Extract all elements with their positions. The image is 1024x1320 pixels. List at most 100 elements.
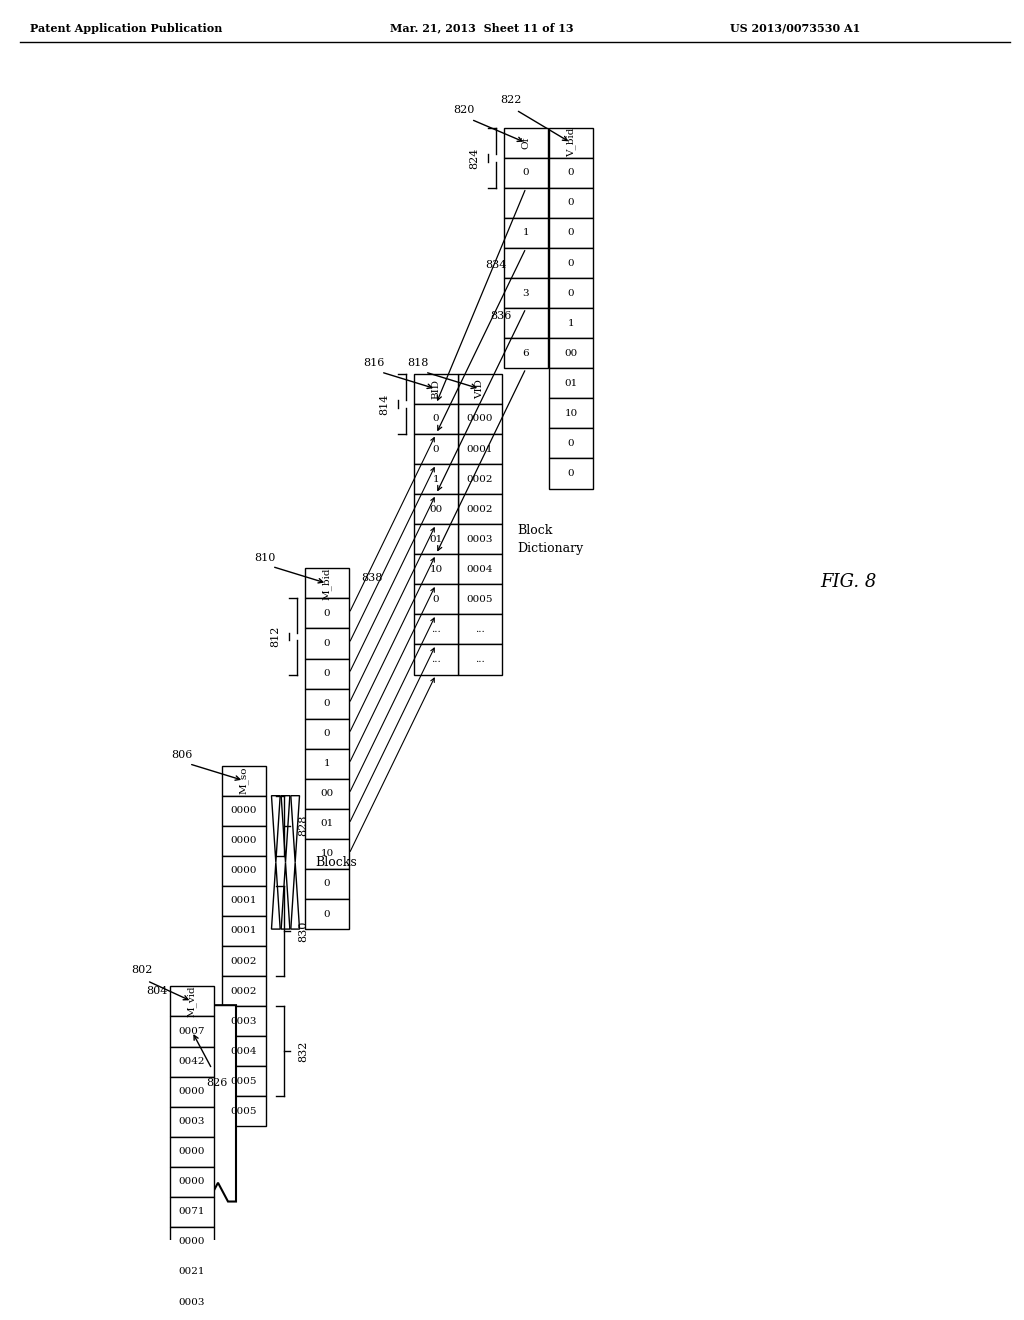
Bar <box>458 614 502 644</box>
Text: VID: VID <box>475 379 484 399</box>
Text: 0: 0 <box>567 469 574 478</box>
Bar <box>222 916 266 946</box>
Text: 0002: 0002 <box>230 957 257 965</box>
Bar <box>458 585 502 614</box>
Text: 00: 00 <box>564 348 578 358</box>
Text: 0005: 0005 <box>467 595 494 603</box>
Text: 0000: 0000 <box>230 837 257 845</box>
Bar <box>222 946 266 975</box>
Text: 0000: 0000 <box>179 1147 205 1156</box>
Bar <box>504 248 548 279</box>
Bar <box>414 465 458 494</box>
Bar <box>170 1197 214 1226</box>
Bar <box>222 975 266 1006</box>
Text: 812: 812 <box>270 626 280 647</box>
Text: Patent Application Publication: Patent Application Publication <box>30 22 222 34</box>
Bar <box>504 128 548 158</box>
Text: 0: 0 <box>324 909 331 919</box>
Bar <box>458 644 502 675</box>
Bar <box>305 869 349 899</box>
Text: 0: 0 <box>324 669 331 678</box>
Bar <box>170 1287 214 1317</box>
Bar <box>305 899 349 929</box>
Bar <box>222 1067 266 1097</box>
Bar <box>504 187 548 218</box>
Text: US 2013/0073530 A1: US 2013/0073530 A1 <box>730 22 860 34</box>
Text: 1: 1 <box>522 228 529 238</box>
Text: ...: ... <box>431 624 441 634</box>
Text: 0003: 0003 <box>230 1016 257 1026</box>
Bar <box>305 718 349 748</box>
Bar <box>170 986 214 1016</box>
Bar <box>458 404 502 434</box>
Text: 834: 834 <box>485 260 507 269</box>
Bar <box>170 1257 214 1287</box>
Bar <box>414 434 458 465</box>
Text: 804: 804 <box>146 986 168 997</box>
Bar <box>170 1047 214 1077</box>
Bar <box>504 279 548 308</box>
Text: 0: 0 <box>324 879 331 888</box>
Text: 0000: 0000 <box>179 1237 205 1246</box>
Bar <box>549 308 593 338</box>
Text: 814: 814 <box>379 393 389 414</box>
Text: 0000: 0000 <box>179 1088 205 1096</box>
Text: 01: 01 <box>429 535 442 544</box>
Text: Mar. 21, 2013  Sheet 11 of 13: Mar. 21, 2013 Sheet 11 of 13 <box>390 22 573 34</box>
Text: 6: 6 <box>522 348 529 358</box>
Text: 10: 10 <box>564 409 578 418</box>
Bar <box>222 766 266 796</box>
Text: 0: 0 <box>433 595 439 603</box>
Text: 1: 1 <box>433 475 439 483</box>
Bar <box>170 1077 214 1106</box>
Bar <box>458 524 502 554</box>
Text: 824: 824 <box>469 147 479 169</box>
Bar <box>504 308 548 338</box>
Text: 818: 818 <box>408 358 429 368</box>
Bar <box>414 524 458 554</box>
Bar <box>549 338 593 368</box>
Text: 826: 826 <box>206 1078 227 1089</box>
Bar <box>414 494 458 524</box>
Bar <box>549 158 593 187</box>
Text: 0: 0 <box>433 445 439 454</box>
Text: 3: 3 <box>522 289 529 297</box>
Bar <box>222 796 266 826</box>
Text: 0000: 0000 <box>230 866 257 875</box>
Text: 0: 0 <box>567 228 574 238</box>
Bar <box>305 689 349 718</box>
Bar <box>305 659 349 689</box>
Bar <box>414 554 458 585</box>
Text: 01: 01 <box>564 379 578 388</box>
Text: 810: 810 <box>254 553 275 562</box>
Bar <box>504 158 548 187</box>
Bar <box>414 614 458 644</box>
Bar <box>414 644 458 675</box>
Text: 832: 832 <box>298 1040 308 1061</box>
Text: 0004: 0004 <box>230 1047 257 1056</box>
Bar <box>458 554 502 585</box>
Text: 00: 00 <box>321 789 334 799</box>
Text: 01: 01 <box>321 820 334 829</box>
Text: 0: 0 <box>567 289 574 297</box>
Text: ...: ... <box>475 624 485 634</box>
Text: 0000: 0000 <box>230 807 257 816</box>
Bar <box>222 886 266 916</box>
Text: 806: 806 <box>171 750 193 760</box>
Text: 0005: 0005 <box>230 1077 257 1086</box>
Text: 0: 0 <box>324 729 331 738</box>
Text: 838: 838 <box>361 573 383 583</box>
Text: FIG. 8: FIG. 8 <box>820 573 877 591</box>
Bar <box>458 494 502 524</box>
Text: 0: 0 <box>324 609 331 618</box>
Text: 0001: 0001 <box>230 927 257 936</box>
Text: 0: 0 <box>433 414 439 424</box>
Text: ...: ... <box>431 655 441 664</box>
Text: 0: 0 <box>567 440 574 447</box>
Text: 0: 0 <box>567 169 574 177</box>
Text: M_so: M_so <box>240 767 249 795</box>
Bar <box>549 458 593 488</box>
Bar <box>222 1006 266 1036</box>
Bar <box>170 1226 214 1257</box>
Text: BID: BID <box>431 379 440 399</box>
